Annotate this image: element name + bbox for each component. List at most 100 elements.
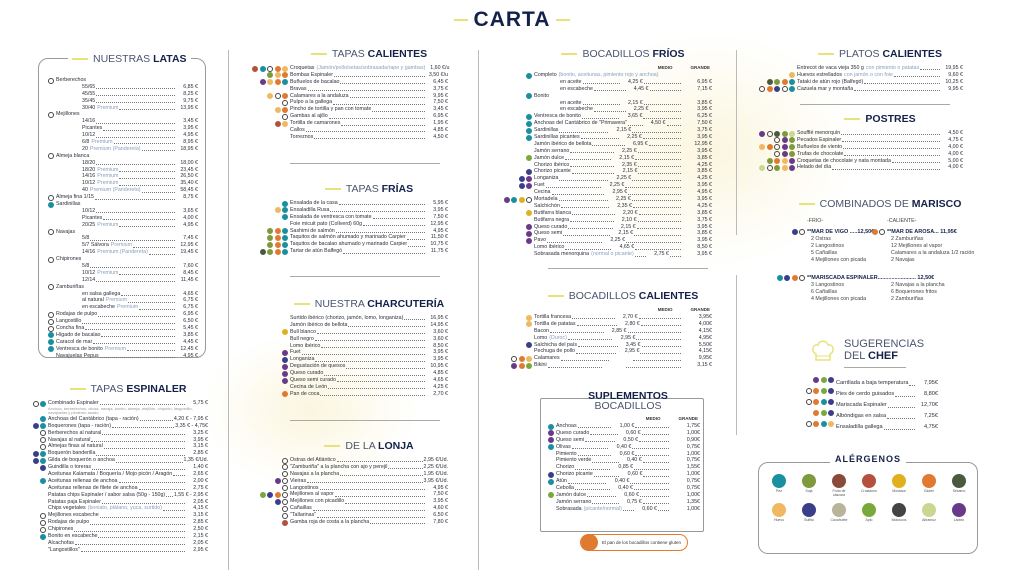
- menu-item: Navajas al natural 3,95 €: [40, 437, 208, 444]
- item-name: Tartar de atún Balfegó: [290, 248, 343, 255]
- hue-allergen-icon: [267, 93, 273, 100]
- item-name: 10/12: [82, 269, 96, 276]
- menu-item: Pies de cerdo guisados 8,80€: [805, 387, 938, 398]
- item-name: Chipirones: [48, 526, 74, 533]
- dotted-leader: [406, 238, 425, 240]
- dotted-leader: [641, 434, 669, 436]
- item-name: 45/55: [82, 90, 96, 97]
- item-price: 3,50 €/u: [428, 71, 448, 78]
- pez-allergen-icon: [40, 478, 46, 485]
- dotted-leader: [641, 345, 681, 347]
- heading-bold: CHARCUTERÍA: [367, 298, 445, 310]
- dotted-leader: [307, 482, 423, 484]
- item-price: 6,95 €: [433, 113, 448, 120]
- dotted-leader: [336, 381, 425, 383]
- menu-item: Sardinillas: [48, 201, 198, 208]
- pez-allergen-icon: [820, 420, 827, 427]
- dotted-leader: [843, 148, 940, 150]
- ses-icon: [952, 474, 966, 488]
- item-detail: (Jamón/pollo/setas/sobrasada/rape y gamb…: [316, 64, 426, 71]
- dotted-leader: [920, 69, 940, 71]
- offer-name: **MAR DE AROSA... 11,95€: [887, 229, 957, 236]
- dotted-leader: [315, 360, 425, 362]
- item-price: 8,80€: [924, 391, 938, 398]
- dotted-leader: [891, 161, 940, 163]
- glu-allergen-icon: [813, 398, 819, 405]
- item-name: Ensalada de ventresca con tomate: [290, 213, 372, 220]
- item-name: Gamba roja de costa a la plancha: [290, 519, 370, 525]
- dotted-leader: [627, 124, 643, 126]
- item-price-grande: 3,95 €: [697, 223, 712, 230]
- dotted-leader: [307, 90, 425, 92]
- item-name: en aceite: [560, 99, 582, 106]
- glu-allergen-icon: [791, 274, 798, 281]
- item-name: Pies de cerdo guisados: [836, 391, 895, 398]
- dotted-leader: [90, 239, 175, 241]
- item-price: 4,95 €: [433, 484, 448, 491]
- dotted-leader: [340, 83, 425, 85]
- dotted-leader: [328, 388, 425, 390]
- item-name: Jamón ibérico de bellota: [534, 140, 592, 147]
- lac-allergen-icon: [282, 363, 288, 370]
- item-price: 6,85 €: [183, 83, 198, 90]
- item-name: Picantes: [82, 125, 103, 132]
- dotted-leader: [80, 551, 185, 553]
- item-name: Chorizo: [556, 464, 575, 471]
- allergen-label: Soja: [805, 489, 813, 493]
- item-note: Anchoa, berberechos, olivas, navaja, bon…: [48, 405, 193, 416]
- item-name: Salchicha del país: [534, 341, 577, 348]
- mol-allergen-icon: [48, 318, 54, 325]
- dotted-leader: [551, 193, 605, 195]
- heading-bold: ESPINALER: [126, 383, 187, 395]
- dotted-leader: [563, 234, 611, 236]
- menu-item: 5/8 7,60 €: [56, 263, 198, 270]
- item-price-grande: 0,75€: [686, 478, 700, 485]
- dotted-leader: [638, 214, 682, 216]
- item-name: Rodajas de pulpo: [56, 311, 98, 318]
- allergen-icons: [40, 416, 46, 423]
- heading-accent: [844, 118, 861, 121]
- dotted-leader: [96, 164, 175, 166]
- menu-item: Ensaladilla Rusa 3,95 €: [274, 207, 448, 214]
- item-price-grande: 3,95 €: [697, 147, 712, 154]
- item-name: 6/8: [82, 139, 90, 145]
- sulf-allergen-icon: [526, 168, 532, 175]
- item-price: 4,25 €: [433, 383, 448, 390]
- allergen-icons: [776, 274, 805, 281]
- menu-item: Atún 0,40 € 0,75€: [548, 478, 700, 485]
- lac-allergen-icon: [282, 349, 288, 356]
- item-price: 4,65 €: [183, 290, 198, 297]
- menu-item: Taquitos de salmón ahumado y marinado Ca…: [267, 234, 448, 241]
- allergen-icons: [805, 398, 834, 405]
- dotted-leader: [119, 274, 175, 276]
- menu-item: Butifarra negra 2,10 € 3,75 €: [534, 217, 712, 224]
- item-price-grande: 3,95 €: [697, 196, 712, 203]
- allergen-icons: [759, 164, 795, 171]
- pez-allergen-icon: [48, 201, 54, 208]
- mol-allergen-icon: [282, 478, 288, 485]
- item-name: Sashimi de salmón: [290, 227, 335, 234]
- menu-item: Sobrasada (picante/normal) 0,60 € 1,00€: [556, 506, 700, 513]
- pez-icon: [772, 474, 786, 488]
- sulf-allergen-icon: [40, 464, 46, 471]
- dotted-leader: [119, 170, 175, 172]
- item-name: Callos: [290, 127, 305, 133]
- item-name: Soufflé menorquín: [797, 129, 841, 136]
- heading-accent: [310, 53, 327, 56]
- item-price: 2,05 €: [193, 539, 208, 546]
- mol-allergen-icon: [40, 512, 46, 519]
- menu-item: Pimiento verde 0,40 € 0,75€: [556, 457, 700, 464]
- combo-block: **MARISCADA ESPINALER...................…: [776, 274, 977, 303]
- menu-item: Guindilla o toreras 1,40 €: [40, 464, 208, 471]
- item-price-grande: 1,00€: [686, 471, 700, 478]
- menu-item: 40 Premium (Pandereta) 58,45 €: [56, 187, 198, 194]
- item-price: 19,45 €: [180, 249, 198, 256]
- item-price: 8,50 €: [433, 342, 448, 349]
- dotted-leader: [631, 200, 681, 202]
- dotted-leader: [96, 122, 175, 124]
- allergen-icons: [48, 325, 54, 332]
- hue-allergen-icon: [789, 72, 795, 79]
- pez-allergen-icon: [282, 248, 288, 255]
- item-name: Mariscada Espinaler: [836, 402, 887, 409]
- dotted-leader: [634, 234, 682, 236]
